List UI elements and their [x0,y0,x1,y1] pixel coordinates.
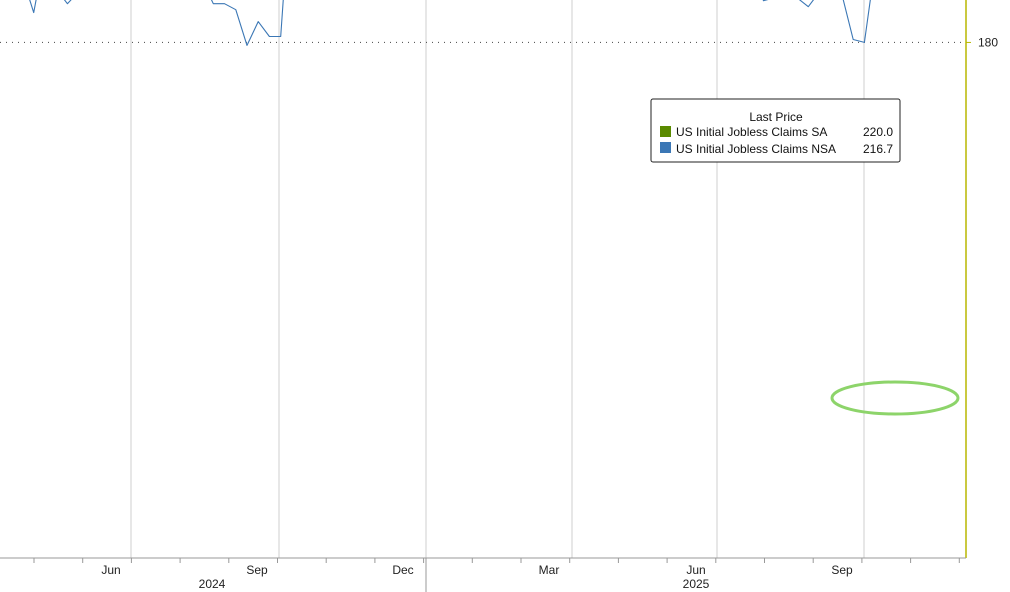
legend-swatch-sa [660,126,671,137]
x-axis: Jun Sep Dec Mar Jun Sep 2024 2025 [0,557,966,592]
y-axis: 180200220240260280300320340 [965,0,998,558]
legend-box [650,98,901,163]
legend-value-nsa: 216.7 [863,142,893,156]
x-year-label: 2025 [683,577,710,591]
legend: Last Price US Initial Jobless Claims SA … [650,98,901,163]
legend-title: Last Price [749,110,803,124]
x-tick-label: Sep [246,563,268,577]
x-year-label: 2024 [199,577,226,591]
highlight-ellipse [830,380,960,416]
x-tick-label: Jun [101,563,120,577]
annotations [830,380,960,416]
series-line-nsa [29,0,871,46]
legend-value-sa: 220.0 [863,125,893,139]
x-tick-label: Mar [539,563,560,577]
legend-label-sa: US Initial Jobless Claims SA [676,125,827,139]
grid [0,0,966,558]
y-tick-label: 180 [978,35,998,49]
x-tick-label: Sep [831,563,853,577]
series-lines [29,0,871,46]
x-tick-label: Jun [686,563,705,577]
legend-swatch-nsa [660,142,671,153]
x-tick-label: Dec [392,563,413,577]
legend-label-nsa: US Initial Jobless Claims NSA [676,142,836,156]
